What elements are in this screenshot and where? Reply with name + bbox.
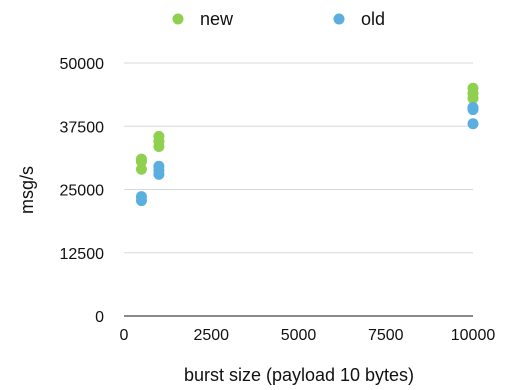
x-tick-label: 7500 — [368, 327, 404, 344]
data-point-old — [467, 118, 479, 130]
legend-marker-old — [333, 13, 345, 25]
x-tick-label: 2500 — [193, 327, 229, 344]
x-tick-label: 0 — [120, 327, 129, 344]
y-tick-label: 50000 — [60, 56, 105, 73]
data-point-old — [135, 191, 147, 203]
y-tick-label: 0 — [95, 309, 104, 326]
y-tick-label: 37500 — [60, 119, 105, 136]
legend-marker-new — [172, 13, 184, 25]
x-axis-ticks: 0 2500 5000 7500 10000 — [120, 327, 496, 344]
data-point-new — [153, 130, 165, 142]
data-points — [135, 82, 479, 207]
x-tick-label: 10000 — [451, 327, 496, 344]
data-point-new — [467, 82, 479, 94]
y-axis-ticks: 0 12500 25000 37500 50000 — [60, 56, 105, 326]
data-point-old — [153, 160, 165, 172]
y-tick-label: 12500 — [60, 246, 105, 263]
legend: new old — [172, 9, 385, 29]
data-point-new — [135, 163, 147, 175]
x-axis-label: burst size (payload 10 bytes) — [184, 365, 414, 385]
legend-label-new: new — [200, 9, 234, 29]
gridlines — [124, 62, 473, 317]
y-tick-label: 25000 — [60, 183, 105, 200]
data-point-old — [467, 102, 479, 114]
y-axis-label: msg/s — [17, 166, 37, 214]
data-point-new — [135, 153, 147, 165]
x-tick-label: 5000 — [281, 327, 317, 344]
legend-label-old: old — [361, 9, 385, 29]
